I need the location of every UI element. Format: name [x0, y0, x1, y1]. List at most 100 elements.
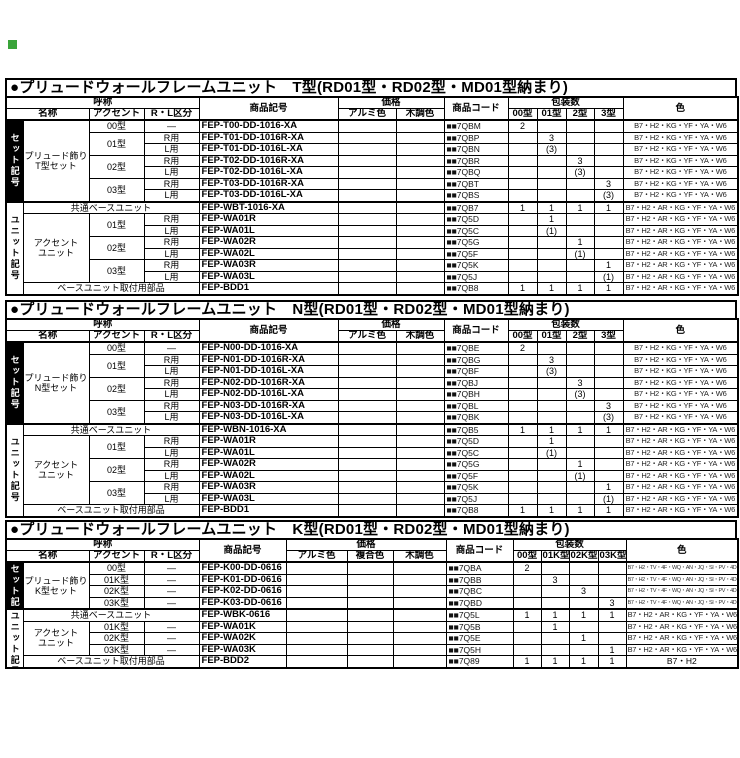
table-cell: 1 — [507, 282, 538, 295]
table-cell — [597, 573, 627, 586]
table-cell — [285, 643, 348, 656]
table-cell: 2 — [507, 341, 538, 355]
table-cell — [395, 270, 445, 283]
product-code-cell: ■■7QBC — [445, 585, 514, 598]
table-cell — [507, 224, 538, 237]
header-cell: R・L区分 — [143, 108, 200, 121]
table-cell: R用 — [143, 399, 200, 412]
table-cell: (1) — [593, 492, 624, 505]
color-cell: B7・H2・TV・4F・WQ・AN・JQ・SI・PV・4D — [625, 573, 739, 586]
table-cell — [597, 632, 627, 645]
table-cell — [536, 469, 567, 482]
table-cell — [395, 236, 445, 249]
table-cell — [512, 573, 542, 586]
color-cell: B7・H2・AR・KG・YF・YA・W6 — [622, 259, 739, 272]
table-cell — [507, 399, 538, 412]
table-cell — [337, 224, 397, 237]
table-cell — [536, 399, 567, 412]
header-cell: アルミ色 — [337, 330, 397, 343]
table-cell — [337, 481, 397, 494]
product-code-cell: ■■7QBQ — [443, 166, 509, 179]
header-cell: 2型 — [565, 330, 595, 343]
table-cell — [536, 236, 567, 249]
color-cell: B7・H2・KG・YF・YA・W6 — [622, 411, 739, 424]
product-code-cell: ■■7Q5G — [443, 458, 509, 471]
item-code-cell: FEP-BDD1 — [198, 504, 339, 517]
table-cell: L用 — [143, 411, 200, 424]
table-row: 呼称 商品記号 価格 商品コード 包装数色 — [5, 538, 739, 563]
table-row: 03型 R用 FEP-T03-DD-1016R-XA ■■7QBT 3 B7・H2・KG・… — [6, 177, 739, 202]
table-cell — [392, 632, 447, 645]
header-cell: アクセント — [88, 330, 145, 343]
table-cell — [285, 596, 348, 610]
table-cell: — — [143, 119, 200, 133]
table-row: 名称 アクセント R・L区分 アルミ色 木調色 00型 01型 2型 3型 — [5, 108, 738, 121]
table-cell — [395, 353, 445, 366]
item-code-cell: FEP-K01-DD-0616 — [198, 573, 287, 586]
table-cell — [565, 341, 595, 355]
table-row: ユニット記号 共通ベースユニット FEP-WBK-0616 ■■7Q5L 1 1 1 1 B7・… — [5, 608, 739, 668]
header-cell: 木調色 — [395, 108, 445, 121]
table-cell — [568, 596, 599, 610]
header-cell: 価格 — [337, 96, 445, 109]
table-cell — [337, 119, 397, 133]
table-cell — [337, 399, 397, 412]
table-cell — [540, 561, 570, 575]
table-row: 03K型 — FEP-K03-DD-0616 ■■7QBD 3 B7・H2・TV・4F・W… — [6, 596, 739, 610]
table-cell — [392, 620, 447, 633]
color-cell: B7・H2・KG・YF・YA・W6 — [622, 143, 739, 156]
product-code-cell: ■■7Q5J — [443, 270, 509, 283]
name-cell: プリュード飾り K型セット — [22, 561, 90, 610]
table-cell — [565, 399, 595, 412]
table-cell — [346, 620, 394, 633]
table-row: セット記号 プリュード飾り K型セット 00型 — FEP-K00-DD-0616 ■■7… — [5, 561, 739, 610]
item-code-cell: FEP-WA03R — [198, 481, 339, 494]
color-cell: B7・H2・KG・YF・YA・W6 — [622, 341, 739, 355]
product-code-cell: ■■7Q5K — [443, 259, 509, 272]
section-label-vertical: セット記号 — [5, 561, 24, 610]
table-row: 03型 R用 FEP-WA03R ■■7Q5K 1 B7・H2・AR・KG・YF・YA・W… — [6, 481, 739, 505]
table-cell — [565, 143, 595, 156]
table-cell: (3) — [565, 166, 595, 179]
table-cell: 1 — [593, 259, 624, 272]
color-cell: B7・H2・AR・KG・YF・YA・W6 — [622, 224, 739, 237]
table-cell — [540, 643, 570, 656]
product-code-cell: ■■7Q5F — [443, 247, 509, 260]
table-cell: 3 — [565, 376, 595, 389]
product-code-cell: ■■7QBL — [443, 399, 509, 412]
table-cell — [346, 561, 394, 575]
header-cell: 呼称 — [5, 538, 200, 551]
table-cell — [565, 353, 595, 366]
table-cell — [593, 247, 624, 260]
product-code-cell: ■■7Q5C — [443, 446, 509, 459]
header-cell: アルミ色 — [337, 108, 397, 121]
color-cell: B7・H2・KG・YF・YA・W6 — [622, 388, 739, 401]
table-cell: (1) — [565, 469, 595, 482]
header-cell: アクセント — [88, 550, 145, 563]
table-cell: — — [143, 573, 200, 586]
header-cell: 包装数 — [507, 96, 624, 109]
table-row: 01K型 — FEP-K01-DD-0616 ■■7QBB 3 B7・H2・TV・4F・W… — [6, 573, 739, 586]
table-row: 名称 アクセント R・L区分 アルミ色 複合色 木調色 00型 01K型 02K型 03K型 — [5, 550, 738, 563]
table-cell: R用 — [143, 154, 200, 167]
table-cell — [568, 561, 599, 575]
color-cell: B7・H2・AR・KG・YF・YA・W6 — [622, 504, 739, 517]
table-cell — [337, 177, 397, 190]
header-cell: 商品コード — [443, 318, 509, 343]
table-cell: 1 — [536, 282, 567, 295]
color-cell: B7・H2・KG・YF・YA・W6 — [622, 365, 739, 378]
color-cell: B7・H2・AR・KG・YF・YA・W6 — [622, 247, 739, 260]
product-code-cell: ■■7Q5G — [443, 236, 509, 249]
table-cell — [337, 458, 397, 471]
header-cell: 商品記号 — [198, 538, 287, 563]
table-cell — [593, 119, 624, 133]
table-cell — [512, 585, 542, 598]
table-cell — [395, 282, 445, 295]
table-cell — [565, 189, 595, 202]
table-cell: L用 — [143, 270, 200, 283]
table-cell — [507, 353, 538, 366]
table-cell — [565, 481, 595, 494]
item-code-cell: FEP-T03-DD-1016L-XA — [198, 189, 339, 202]
table-row: セット記号 プリュード飾り N型セット 00型 — FEP-N00-DD-1016-XA… — [5, 341, 739, 424]
